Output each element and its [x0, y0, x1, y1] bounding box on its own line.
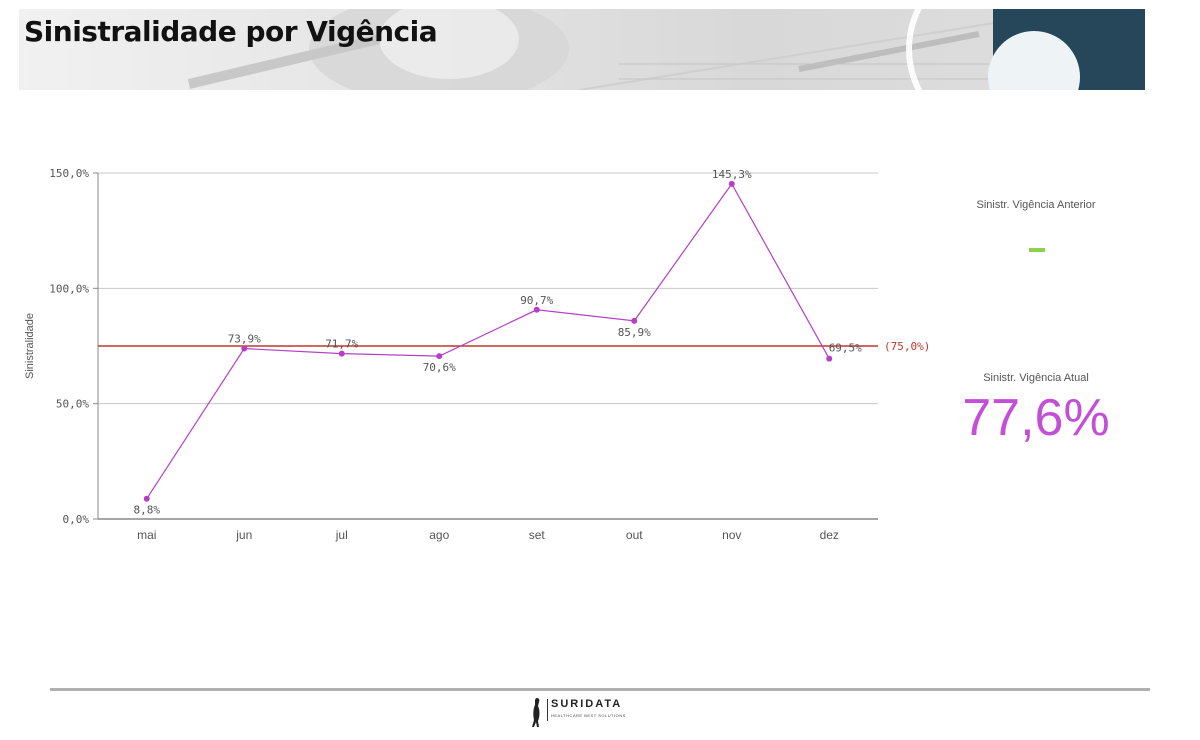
x-tick-label: jul [335, 528, 348, 542]
data-label: 8,8% [134, 504, 161, 517]
banner-circle-decoration [988, 31, 1080, 90]
data-points [143, 180, 833, 502]
data-label: 73,9% [228, 333, 261, 346]
x-tick-label: out [626, 528, 643, 542]
data-label: 85,9% [618, 326, 651, 339]
x-tick-label: nov [722, 528, 741, 542]
data-point[interactable] [436, 353, 443, 360]
y-tick-label: 0,0% [63, 513, 90, 526]
data-label: 145,3% [712, 168, 752, 181]
logo-tagline: HEALTHCARE BEST SOLUTIONS [551, 713, 626, 718]
data-label: 71,7% [325, 338, 358, 351]
kpi-previous-label: Sinistr. Vigência Anterior [976, 199, 1096, 211]
banner-background-image [187, 9, 1092, 90]
data-point[interactable] [631, 317, 638, 324]
data-point[interactable] [826, 355, 833, 362]
y-tick-label: 50,0% [56, 398, 89, 411]
data-point[interactable] [241, 345, 248, 352]
kpi-previous-value-dash [1029, 248, 1045, 252]
y-tick-label: 150,0% [49, 167, 89, 180]
x-tick-label: jun [235, 528, 252, 542]
x-tick-label: set [529, 528, 546, 542]
kpi-current-value: 77,6% [962, 389, 1110, 447]
data-labels: 8,8% 73,9% 71,7% 70,6% 90,7% 85,9% 145,3% 69,5% [134, 168, 863, 517]
header-banner: Sinistralidade por Vigência [19, 9, 1145, 90]
data-label: 69,5% [829, 342, 862, 355]
data-point[interactable] [143, 495, 150, 502]
y-ticks: 0,0% 50,0% 100,0% 150,0% [49, 167, 98, 526]
data-point[interactable] [533, 306, 540, 313]
series-line [146, 182, 830, 500]
y-axis-label: Sinistralidade [24, 313, 36, 379]
x-tick-label: dez [820, 528, 839, 542]
data-label: 70,6% [423, 361, 456, 374]
logo-separator [547, 699, 548, 721]
chart-grid [98, 172, 878, 405]
data-label: 90,7% [520, 294, 553, 307]
y-tick-label: 100,0% [49, 282, 89, 295]
footer-divider [50, 688, 1150, 691]
x-tick-label: ago [429, 528, 449, 542]
data-point[interactable] [338, 350, 345, 357]
data-point[interactable] [728, 180, 735, 187]
meerkat-icon [532, 698, 540, 727]
suridata-logo: SURIDATA HEALTHCARE BEST SOLUTIONS [526, 694, 636, 730]
line-chart: 0,0% 50,0% 100,0% 150,0% mai jun jul ago set out… [24, 167, 930, 542]
logo-brand-name: SURIDATA [551, 698, 623, 710]
x-ticks: mai jun jul ago set out nov dez [137, 528, 839, 542]
reference-line-label: (75,0%) [884, 340, 930, 353]
x-tick-label: mai [137, 528, 156, 542]
kpi-current-label: Sinistr. Vigência Atual [983, 372, 1089, 384]
page-title: Sinistralidade por Vigência [24, 15, 438, 48]
